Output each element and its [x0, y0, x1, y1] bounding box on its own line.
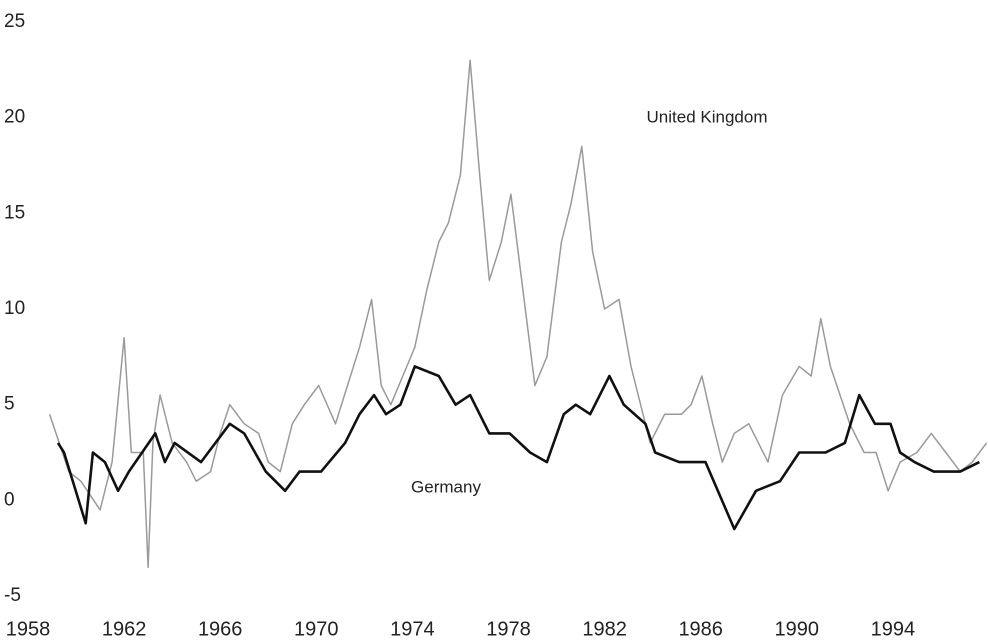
x-tick-label: 1970	[294, 618, 339, 640]
x-tick-label: 1990	[775, 618, 820, 640]
y-tick-label: 10	[4, 298, 25, 319]
series-line	[48, 59, 988, 569]
x-tick-label: 1982	[582, 618, 627, 640]
y-tick-label: 15	[4, 202, 25, 223]
y-tick-label: 25	[4, 11, 25, 32]
x-tick-label: 1986	[678, 618, 723, 640]
x-tick-label: 1962	[102, 618, 147, 640]
x-tick-label: 1966	[198, 618, 243, 640]
series-line	[56, 365, 980, 531]
x-tick-label: 1958	[6, 618, 51, 640]
annotation: Germany	[411, 477, 481, 496]
y-tick-label: 20	[4, 107, 25, 128]
y-tick-label: -5	[4, 585, 21, 606]
y-tick-label: 5	[4, 394, 15, 415]
x-tick-label: 1994	[871, 618, 916, 640]
x-tick-label: 1978	[486, 618, 531, 640]
annotation: United Kingdom	[647, 107, 768, 126]
x-tick-label: 1974	[390, 618, 435, 640]
y-tick-label: 0	[4, 489, 15, 510]
